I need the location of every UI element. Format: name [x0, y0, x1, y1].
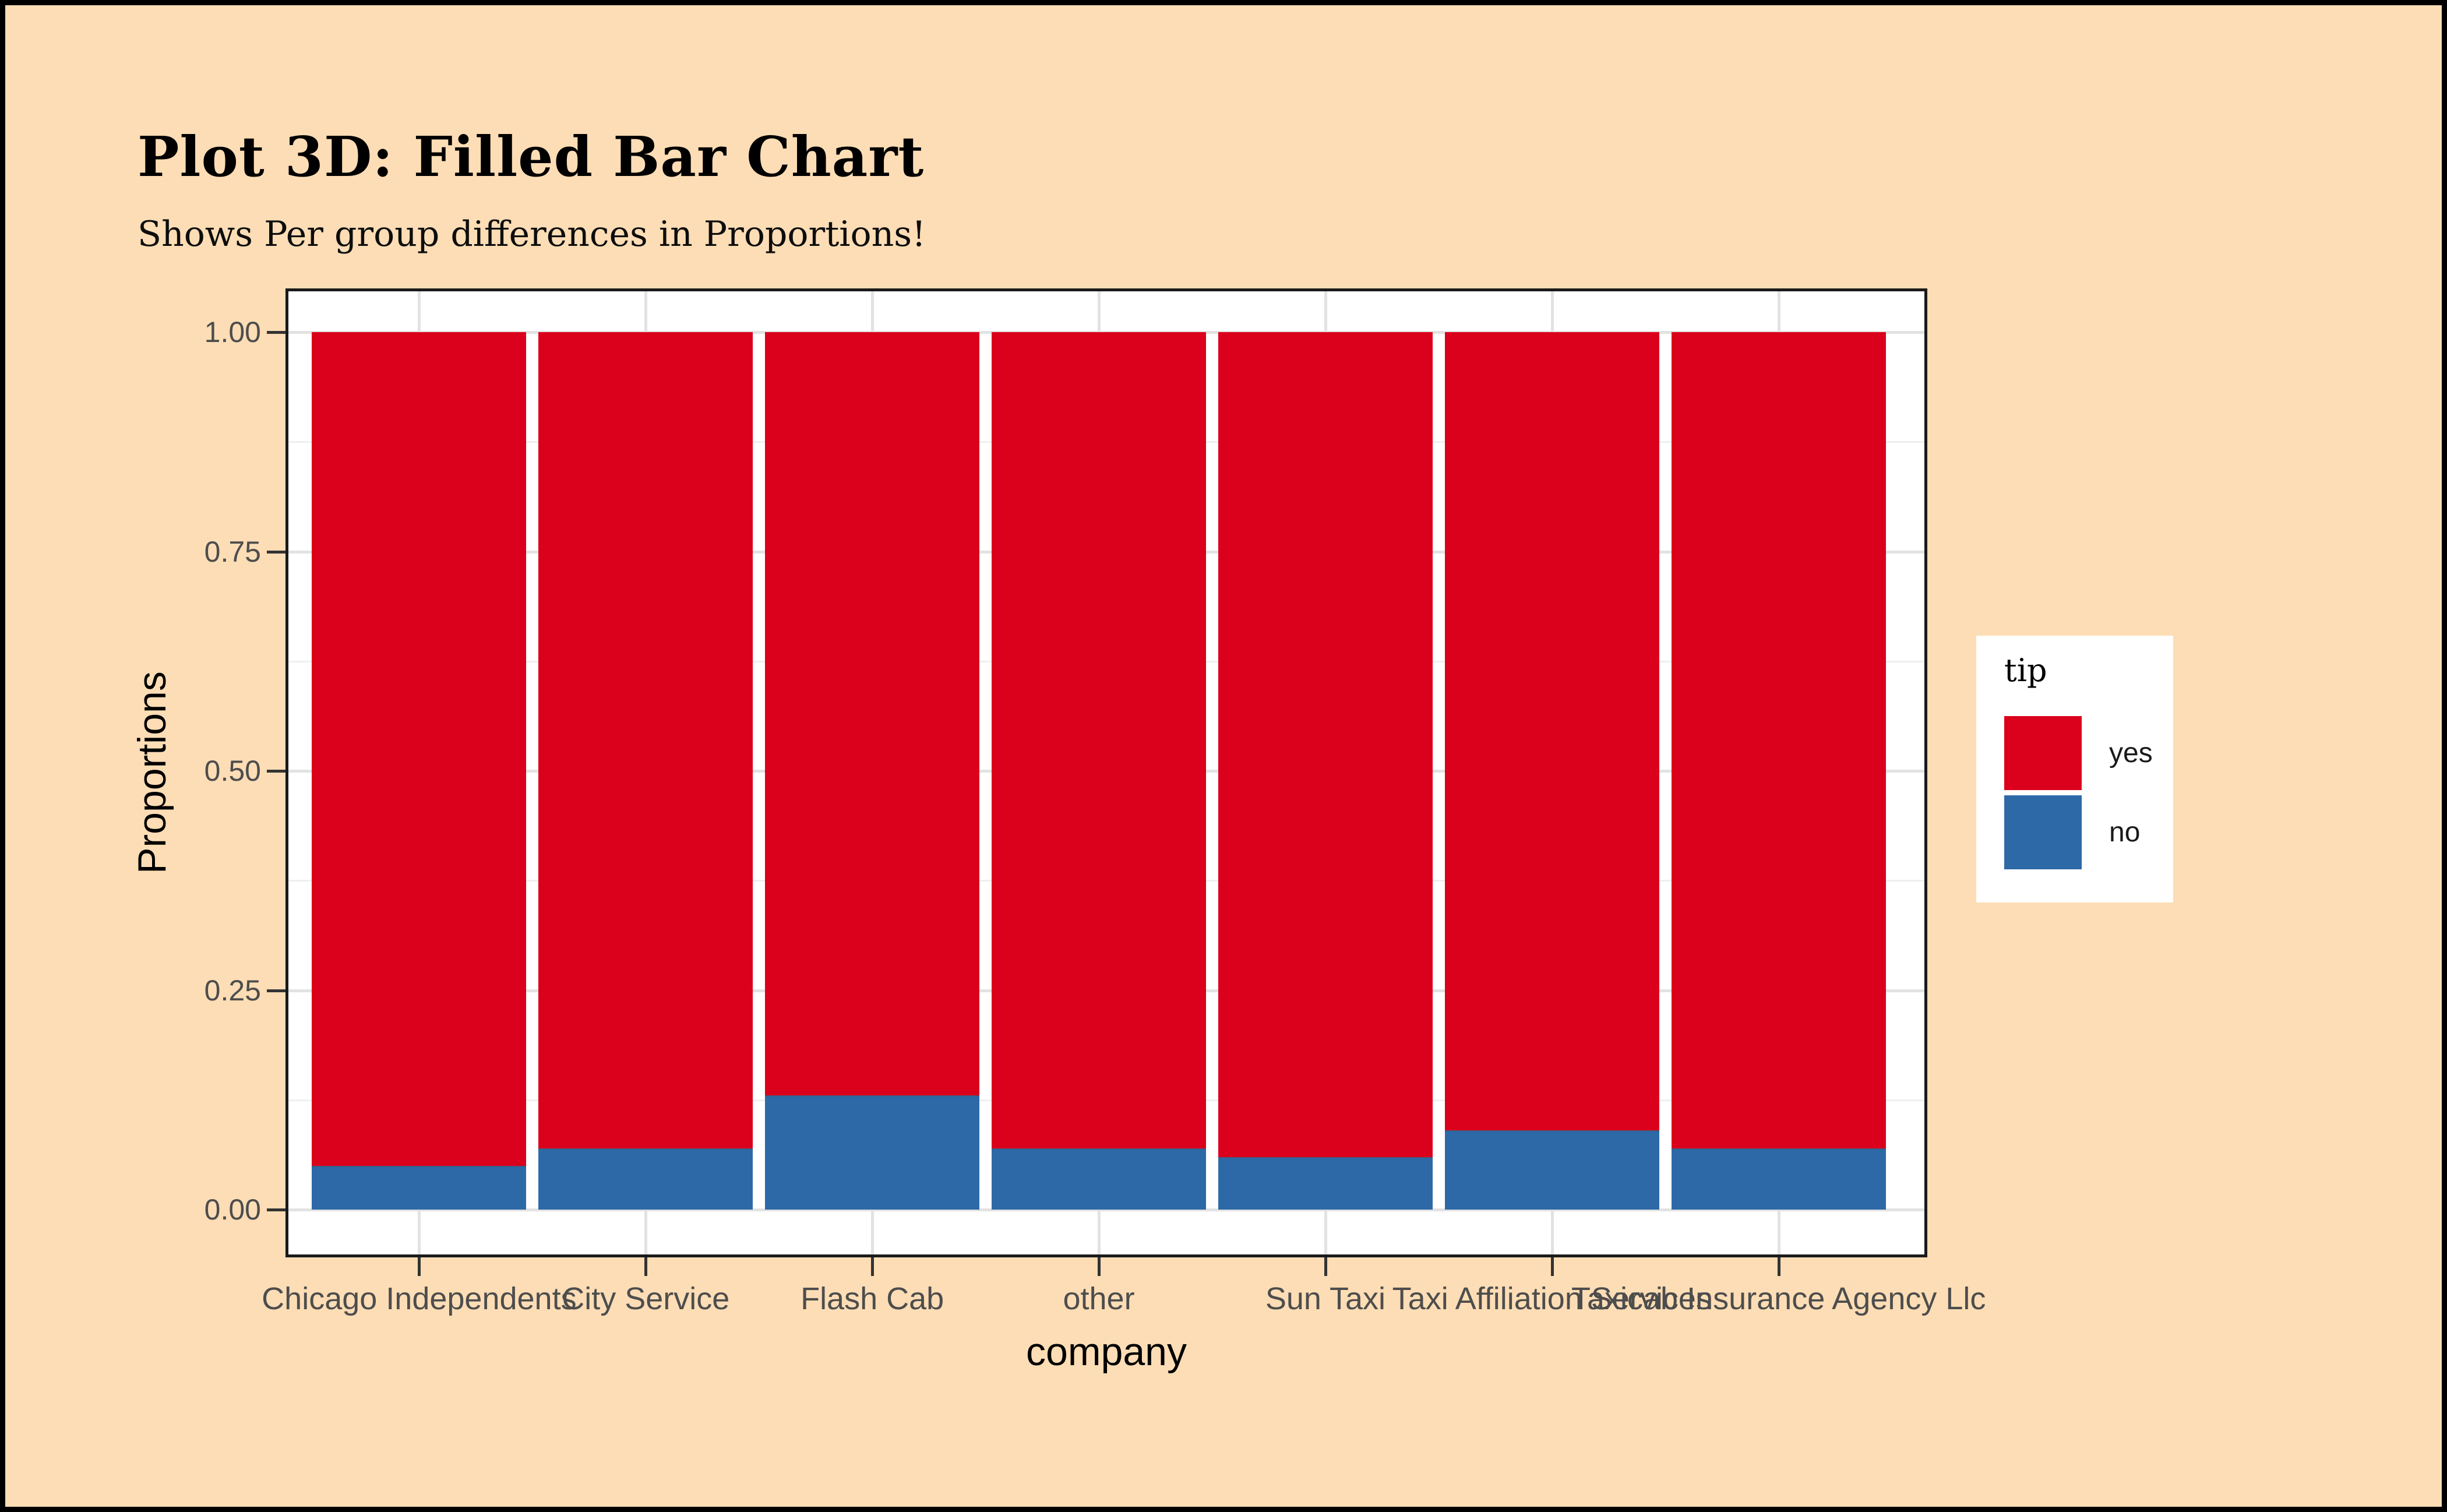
- legend-entries: yes no: [2004, 716, 2153, 869]
- y-axis-title: Proportions: [129, 671, 175, 874]
- bar-yes: [538, 332, 753, 1148]
- bar-yes: [312, 332, 526, 1166]
- bar-no: [1672, 1148, 1886, 1210]
- y-tick: [267, 770, 285, 773]
- x-tick-label: Chicago Independents: [262, 1281, 576, 1317]
- y-tick-label: 1.00: [115, 315, 261, 350]
- x-tick-label: other: [1063, 1281, 1134, 1317]
- legend-title: tip: [2004, 652, 2047, 689]
- bar-no: [1218, 1157, 1433, 1210]
- x-tick-label: Taxicab Insurance Agency Llc: [1571, 1281, 1986, 1317]
- bar-yes: [1218, 332, 1433, 1157]
- x-tick: [1551, 1257, 1554, 1276]
- bar-yes: [765, 332, 979, 1095]
- legend-label: no: [2109, 816, 2140, 848]
- bar-yes: [992, 332, 1206, 1148]
- bar-no: [538, 1148, 753, 1210]
- x-tick-label: City Service: [562, 1281, 729, 1317]
- y-tick-label: 0.25: [115, 973, 261, 1008]
- x-tick-label: Sun Taxi: [1265, 1281, 1385, 1317]
- chart-subtitle: Shows Per group differences in Proportio…: [137, 214, 926, 255]
- x-tick-label: Flash Cab: [801, 1281, 944, 1317]
- chart-title: Plot 3D: Filled Bar Chart: [137, 125, 924, 189]
- legend-entry: yes: [2004, 716, 2153, 790]
- x-tick: [1778, 1257, 1780, 1276]
- legend-label: yes: [2109, 737, 2153, 769]
- y-tick: [267, 989, 285, 992]
- x-tick: [418, 1257, 421, 1276]
- x-tick: [644, 1257, 647, 1276]
- figure: Plot 3D: Filled Bar Chart Shows Per grou…: [5, 5, 2442, 1507]
- x-tick: [1324, 1257, 1327, 1276]
- bar-no: [312, 1166, 526, 1210]
- plot-panel: [285, 288, 1927, 1257]
- bar-no: [1445, 1130, 1659, 1210]
- x-axis-title: company: [1026, 1329, 1187, 1374]
- x-tick: [871, 1257, 874, 1276]
- x-tick: [1098, 1257, 1101, 1276]
- y-tick: [267, 331, 285, 334]
- legend: tip yes no: [1976, 636, 2173, 903]
- bar-no: [992, 1148, 1206, 1210]
- legend-swatch-yes: [2004, 716, 2082, 790]
- y-tick: [267, 1208, 285, 1211]
- y-tick-label: 0.00: [115, 1192, 261, 1227]
- legend-entry: no: [2004, 795, 2153, 869]
- bar-no: [765, 1095, 979, 1210]
- bar-yes: [1445, 332, 1659, 1130]
- bar-yes: [1672, 332, 1886, 1148]
- legend-swatch-no: [2004, 795, 2082, 869]
- y-tick: [267, 551, 285, 554]
- y-tick-label: 0.75: [115, 534, 261, 569]
